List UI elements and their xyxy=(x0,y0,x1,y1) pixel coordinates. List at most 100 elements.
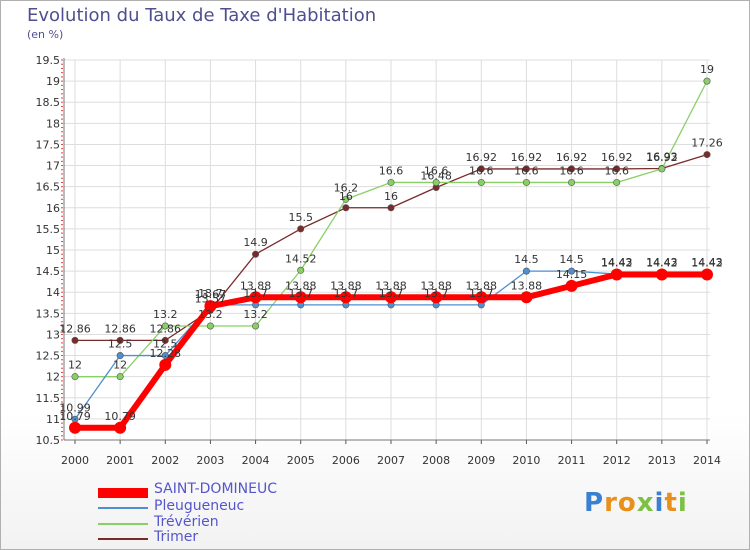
data-label-trimer: 13.57 xyxy=(195,292,227,305)
data-point-saint-domineuc xyxy=(385,291,397,304)
data-point-saint-domineuc xyxy=(475,291,488,304)
data-label-pleugueneuc: 14.5 xyxy=(559,253,584,266)
legend-swatch xyxy=(98,488,148,498)
data-label-tr-v-rien: 12 xyxy=(113,359,127,372)
data-label-tr-v-rien: 13.2 xyxy=(153,308,178,321)
x-tick-label: 2010 xyxy=(512,454,540,467)
data-point-tr-v-rien xyxy=(568,178,576,186)
chart-title: Evolution du Taux de Taxe d'Habitation xyxy=(27,5,377,26)
data-point-saint-domineuc xyxy=(204,300,217,313)
data-label-tr-v-rien: 14.52 xyxy=(285,252,317,265)
data-point-trimer xyxy=(161,336,169,344)
data-point-trimer xyxy=(522,165,530,173)
data-label-pleugueneuc: 13.7 xyxy=(469,287,494,300)
data-point-saint-domineuc xyxy=(430,291,443,304)
x-tick-label: 2001 xyxy=(106,454,134,467)
data-point-tr-v-rien xyxy=(522,178,530,186)
data-point-saint-domineuc xyxy=(249,291,262,304)
data-label-trimer: 16.92 xyxy=(601,151,633,164)
data-point-saint-domineuc xyxy=(701,268,713,281)
data-point-tr-v-rien xyxy=(252,322,260,330)
data-label-tr-v-rien: 13.2 xyxy=(198,308,223,321)
data-label-saint-domineuc: 14.42 xyxy=(601,256,633,269)
data-point-tr-v-rien xyxy=(297,266,305,274)
data-label-tr-v-rien: 16.6 xyxy=(559,164,584,177)
data-label-tr-v-rien: 16.2 xyxy=(334,181,359,194)
y-tick-label: 11 xyxy=(46,413,60,426)
data-label-trimer: 17.26 xyxy=(691,137,723,150)
data-label-pleugueneuc: 14.43 xyxy=(691,256,723,269)
data-label-saint-domineuc: 14.42 xyxy=(646,256,678,269)
legend-swatch xyxy=(98,507,148,509)
legend-label: Trévérien xyxy=(154,514,219,530)
y-tick-label: 19.5 xyxy=(36,54,61,67)
data-label-tr-v-rien: 16.6 xyxy=(424,164,449,177)
x-tick-label: 2008 xyxy=(422,454,450,467)
x-tick-label: 2013 xyxy=(648,454,676,467)
data-point-tr-v-rien xyxy=(161,322,169,330)
data-point-tr-v-rien xyxy=(432,178,440,186)
y-tick-label: 13 xyxy=(46,328,60,341)
data-point-pleugueneuc xyxy=(116,352,124,360)
data-label-trimer: 16.92 xyxy=(466,151,498,164)
data-label-saint-domineuc: 13.88 xyxy=(466,279,498,292)
data-label-pleugueneuc: 13.7 xyxy=(288,287,313,300)
data-point-trimer xyxy=(568,165,576,173)
x-tick-label: 2003 xyxy=(196,454,224,467)
legend-label: Trimer xyxy=(154,529,199,545)
data-label-saint-domineuc: 14.15 xyxy=(556,268,588,281)
data-label-tr-v-rien: 16.6 xyxy=(514,164,539,177)
data-point-tr-v-rien xyxy=(116,373,124,381)
data-label-trimer: 16.93 xyxy=(646,151,678,164)
data-label-tr-v-rien: 16.6 xyxy=(469,164,494,177)
data-label-saint-domineuc: 13.88 xyxy=(375,279,407,292)
data-label-saint-domineuc: 13.88 xyxy=(285,279,317,292)
data-point-saint-domineuc xyxy=(114,421,127,434)
data-point-tr-v-rien xyxy=(387,178,395,186)
x-tick-label: 2009 xyxy=(467,454,495,467)
data-label-saint-domineuc: 12.28 xyxy=(150,347,182,360)
y-tick-label: 14.5 xyxy=(36,265,61,278)
data-point-trimer xyxy=(387,204,395,212)
data-point-saint-domineuc xyxy=(655,268,668,281)
data-point-saint-domineuc xyxy=(339,291,352,304)
data-label-saint-domineuc: 10.79 xyxy=(59,410,91,423)
data-label-trimer: 16.48 xyxy=(420,170,452,183)
data-point-tr-v-rien xyxy=(477,178,485,186)
x-tick-label: 2014 xyxy=(693,454,721,467)
data-point-tr-v-rien xyxy=(613,178,621,186)
data-label-saint-domineuc: 13.88 xyxy=(420,279,452,292)
x-tick-label: 2007 xyxy=(377,454,405,467)
data-label-saint-domineuc: 10.79 xyxy=(104,410,136,423)
data-label-saint-domineuc: 13.88 xyxy=(240,279,272,292)
data-label-tr-v-rien: 16.6 xyxy=(604,164,629,177)
data-point-trimer xyxy=(252,250,260,258)
data-point-trimer xyxy=(613,165,621,173)
data-label-trimer: 12.86 xyxy=(150,322,182,335)
data-label-saint-domineuc: 13.67 xyxy=(195,288,227,301)
data-label-pleugueneuc: 14.43 xyxy=(601,256,633,269)
data-point-trimer xyxy=(297,225,305,233)
y-tick-label: 13.5 xyxy=(36,307,61,320)
data-label-trimer: 12.86 xyxy=(59,322,91,335)
data-label-pleugueneuc: 12.5 xyxy=(108,338,133,351)
data-label-trimer: 12.86 xyxy=(104,322,136,335)
y-tick-label: 15.5 xyxy=(36,223,61,236)
y-tick-label: 14 xyxy=(46,286,60,299)
data-point-trimer xyxy=(342,204,350,212)
data-label-trimer: 16.92 xyxy=(556,151,588,164)
data-label-pleugueneuc: 13.7 xyxy=(243,287,268,300)
data-point-saint-domineuc xyxy=(159,358,172,371)
legend-swatch xyxy=(98,523,148,525)
data-point-tr-v-rien xyxy=(342,195,350,203)
data-point-saint-domineuc xyxy=(69,421,81,434)
data-point-saint-domineuc xyxy=(565,279,578,292)
data-label-pleugueneuc: 14.5 xyxy=(514,253,539,266)
data-label-tr-v-rien: 12 xyxy=(68,359,82,372)
y-tick-label: 12.5 xyxy=(36,350,61,363)
data-point-pleugueneuc xyxy=(522,267,530,275)
x-tick-label: 2002 xyxy=(151,454,179,467)
y-tick-label: 10.5 xyxy=(36,434,61,447)
data-label-trimer: 16 xyxy=(384,190,398,203)
